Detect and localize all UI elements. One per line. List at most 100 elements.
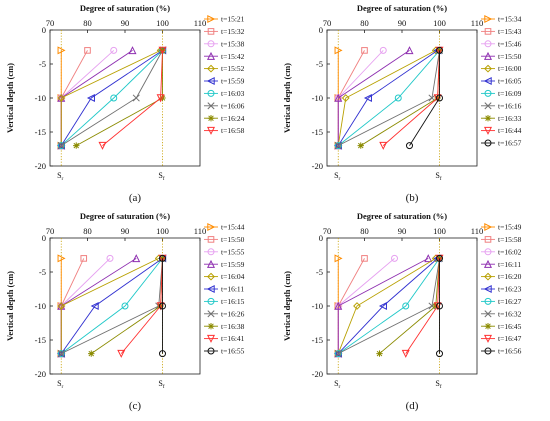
legend-marker (207, 248, 215, 256)
data-point (334, 142, 342, 150)
legend-marker (484, 347, 492, 355)
legend-marker (484, 297, 492, 305)
legend-label: t=16:27 (498, 297, 522, 306)
legend: t=15:49 t=15:58 t=16:02 t=16:11 t=16:20 t=16:… (481, 223, 522, 356)
legend-marker (206, 126, 216, 135)
legend-label: t=16:00 (498, 64, 522, 73)
series-7 (57, 254, 166, 358)
x-tick-label: 90 (121, 18, 130, 28)
series-line (409, 50, 440, 146)
reference-label: Sf (158, 171, 164, 182)
series-10 (379, 46, 444, 150)
series-5 (57, 254, 163, 358)
series-line (60, 258, 163, 354)
legend-marker (206, 76, 215, 86)
y-tick-label: -20 (312, 161, 323, 171)
series-8 (57, 46, 167, 150)
x-tick-label: 80 (360, 18, 369, 28)
series-7 (57, 46, 166, 150)
plot-frame (49, 29, 201, 167)
series-line (337, 258, 440, 354)
data-point (159, 254, 166, 262)
series-6 (333, 254, 442, 358)
series-line (337, 258, 438, 354)
series-11 (436, 254, 443, 358)
data-point (57, 142, 65, 150)
y-axis-title: Vertical depth (cm) (282, 63, 292, 133)
legend-label: t=16:41 (221, 334, 245, 343)
x-tick-label: 90 (398, 18, 407, 28)
legend-marker (207, 347, 215, 355)
series-line (337, 258, 429, 354)
data-point (84, 47, 91, 54)
data-point (334, 254, 343, 263)
y-tick-label: -5 (39, 267, 46, 277)
data-point (110, 94, 118, 102)
y-tick-label: -10 (35, 301, 46, 311)
data-point (334, 350, 342, 358)
y-tick-label: -5 (316, 59, 323, 69)
legend-label: t=16:11 (498, 260, 521, 269)
data-point (334, 350, 342, 358)
data-point (436, 302, 443, 310)
y-tick-label: 0 (319, 233, 323, 243)
panel-1: Degree of saturation (%) Vertical depth (… (5, 3, 245, 204)
legend-marker (207, 297, 215, 305)
legend-marker (206, 334, 216, 343)
x-tick-label: 80 (83, 226, 92, 236)
series-4 (57, 46, 137, 150)
x-tick-label: 100 (433, 226, 446, 236)
x-tick-label: 110 (194, 18, 206, 28)
data-point (341, 94, 350, 102)
legend-label: t=15:38 (221, 39, 245, 48)
data-point (378, 301, 387, 311)
legend-marker (207, 89, 215, 97)
y-tick-label: -10 (312, 93, 323, 103)
legend-label: t=15:58 (498, 235, 522, 244)
legend-label: t=15:21 (221, 15, 245, 24)
data-point (90, 301, 99, 311)
legend-marker (484, 64, 492, 73)
data-point (391, 254, 398, 262)
y-tick-label: 0 (319, 25, 323, 35)
y-tick-label: -15 (312, 127, 323, 137)
series-line (382, 50, 440, 146)
legend-marker (484, 236, 492, 243)
legend-marker (484, 115, 492, 122)
series-line (60, 50, 133, 146)
legend: t=15:34 t=15:43 t=15:46 t=15:50 t=16:00 t=16:… (481, 15, 522, 148)
data-point (361, 255, 368, 262)
data-point (334, 46, 343, 55)
series-6 (56, 254, 167, 358)
x-tick-label: 70 (46, 226, 55, 236)
data-point (379, 141, 388, 150)
series-line (60, 50, 163, 146)
data-point (158, 46, 167, 55)
series-line (60, 258, 111, 354)
x-tick-label: 90 (398, 226, 407, 236)
y-tick-label: -10 (312, 301, 323, 311)
x-tick-label: 110 (471, 226, 483, 236)
legend-marker (207, 310, 215, 318)
x-tick-label: 100 (156, 18, 169, 28)
legend-label: t=15:50 (221, 235, 245, 244)
legend-marker (206, 259, 216, 268)
legend-label: t=16:58 (221, 126, 245, 135)
series-8 (57, 254, 167, 358)
legend: t=15:21 t=15:32 t=15:38 t=15:42 t=15:52 t=15:… (204, 15, 245, 135)
legend-label: t=16:15 (221, 297, 245, 306)
y-tick-label: 0 (42, 233, 46, 243)
data-point (73, 142, 80, 149)
series-9 (88, 255, 166, 357)
y-axis-title: Vertical depth (cm) (5, 63, 15, 133)
legend-label: t=15:44 (221, 223, 245, 232)
data-point (436, 350, 443, 358)
data-point (159, 350, 166, 358)
x-axis-title: Degree of saturation (%) (80, 211, 170, 221)
legend-label: t=15:59 (221, 260, 245, 269)
x-tick-label: 80 (83, 18, 92, 28)
series-line (337, 50, 436, 146)
panel-label: (d) (406, 400, 419, 412)
